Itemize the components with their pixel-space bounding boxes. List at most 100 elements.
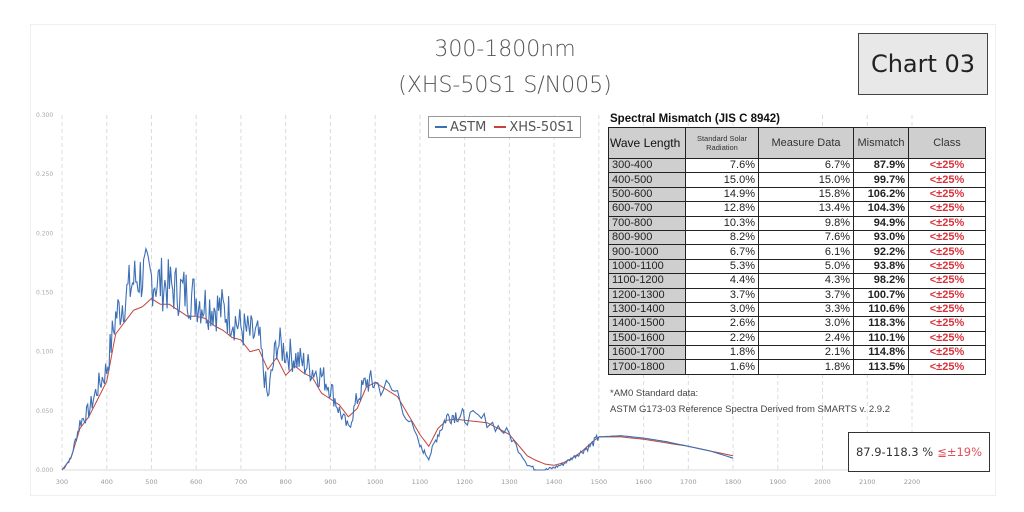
table-row: 400-500 15.0% 15.0% 99.7% <±25%: [608, 172, 986, 188]
header-wave-length: Wave Length: [608, 127, 686, 159]
cell-standard-solar: 15.0%: [685, 172, 759, 188]
cell-standard-solar: 8.2%: [685, 229, 759, 246]
y-tick-label: 0.300: [36, 112, 53, 119]
spectral-mismatch-table: Wave Length Standard Solar Radiation Mea…: [608, 127, 986, 375]
footnote-am0: *AM0 Standard data:: [610, 388, 699, 399]
cell-mismatch: 94.9%: [853, 215, 909, 231]
mismatch-table-title: Spectral Mismatch (JIS C 8942): [610, 113, 781, 125]
x-tick-label: 1000: [367, 478, 384, 486]
x-tick-label: 1900: [770, 478, 787, 486]
table-row: 500-600 14.9% 15.8% 106.2% <±25%: [608, 186, 986, 203]
cell-measure-data: 7.6%: [758, 229, 854, 246]
astm-series-line: [61, 246, 734, 471]
cell-mismatch: 110.1%: [853, 330, 909, 347]
cell-mismatch: 106.2%: [853, 186, 909, 203]
x-tick-label: 1100: [412, 478, 429, 486]
y-tick-label: 0.050: [36, 408, 53, 415]
summary-class: ≦±19%: [937, 445, 983, 459]
cell-measure-data: 9.8%: [758, 215, 854, 231]
header-mismatch: Mismatch: [853, 127, 909, 159]
y-tick-label: 0.000: [36, 467, 53, 474]
x-tick-label: 1600: [635, 478, 652, 486]
cell-mismatch: 118.3%: [853, 316, 909, 332]
cell-measure-data: 3.7%: [758, 287, 854, 303]
cell-class: <±25%: [908, 186, 986, 203]
cell-mismatch: 87.9%: [853, 157, 909, 174]
cell-class: <±25%: [908, 345, 986, 361]
x-tick-label: 1800: [725, 478, 742, 486]
cell-class: <±25%: [908, 229, 986, 246]
cell-wave-length: 1400-1500: [608, 316, 686, 332]
cell-measure-data: 1.8%: [758, 359, 854, 375]
legend-item-xhs: XHS-50S1: [494, 120, 574, 135]
cell-wave-length: 1000-1100: [608, 258, 686, 275]
cell-class: <±25%: [908, 244, 986, 260]
cell-wave-length: 1600-1700: [608, 345, 686, 361]
summary-box: 87.9-118.3 % ≦±19%: [848, 432, 990, 472]
chart-title-line2: (XHS-50S1 S/N005): [398, 73, 612, 98]
cell-standard-solar: 5.3%: [685, 258, 759, 275]
cell-measure-data: 4.3%: [758, 273, 854, 289]
y-tick-label: 0.200: [36, 230, 53, 237]
x-tick-label: 600: [190, 478, 202, 486]
chart-legend: ASTM XHS-50S1: [428, 116, 582, 138]
table-row: 700-800 10.3% 9.8% 94.9% <±25%: [608, 215, 986, 231]
legend-label-astm: ASTM: [450, 119, 487, 135]
table-row: 1400-1500 2.6% 3.0% 118.3% <±25%: [608, 316, 986, 332]
table-row: 1200-1300 3.7% 3.7% 100.7% <±25%: [608, 287, 986, 303]
table-header-row: Wave Length Standard Solar Radiation Mea…: [608, 127, 986, 159]
cell-class: <±25%: [908, 258, 986, 275]
cell-measure-data: 6.7%: [758, 157, 854, 174]
header-standard-solar-radiation: Standard Solar Radiation: [685, 127, 759, 159]
cell-wave-length: 400-500: [608, 172, 686, 188]
table-row: 800-900 8.2% 7.6% 93.0% <±25%: [608, 229, 986, 246]
cell-measure-data: 15.0%: [758, 172, 854, 188]
cell-standard-solar: 12.8%: [685, 201, 759, 217]
cell-mismatch: 99.7%: [853, 172, 909, 188]
cell-wave-length: 1700-1800: [608, 359, 686, 375]
cell-standard-solar: 6.7%: [685, 244, 759, 260]
cell-wave-length: 900-1000: [608, 244, 686, 260]
table-row: 900-1000 6.7% 6.1% 92.2% <±25%: [608, 244, 986, 260]
x-tick-label: 1500: [591, 478, 608, 486]
table-row: 1000-1100 5.3% 5.0% 93.8% <±25%: [608, 258, 986, 275]
cell-wave-length: 700-800: [608, 215, 686, 231]
table-row: 600-700 12.8% 13.4% 104.3% <±25%: [608, 201, 986, 217]
cell-mismatch: 100.7%: [853, 287, 909, 303]
x-tick-label: 400: [101, 478, 113, 486]
cell-class: <±25%: [908, 287, 986, 303]
xhs-line-swatch-icon: [494, 126, 507, 128]
chart-number-badge: Chart 03: [858, 33, 988, 95]
cell-standard-solar: 4.4%: [685, 273, 759, 289]
cell-wave-length: 800-900: [608, 229, 686, 246]
cell-standard-solar: 1.8%: [685, 345, 759, 361]
cell-standard-solar: 3.0%: [685, 301, 759, 318]
cell-standard-solar: 14.9%: [685, 186, 759, 203]
x-tick-label: 300: [56, 478, 68, 486]
cell-measure-data: 5.0%: [758, 258, 854, 275]
table-row: 1600-1700 1.8% 2.1% 114.8% <±25%: [608, 345, 986, 361]
cell-wave-length: 1100-1200: [608, 273, 686, 289]
cell-class: <±25%: [908, 172, 986, 188]
x-tick-label: 2200: [904, 478, 921, 486]
cell-measure-data: 3.0%: [758, 316, 854, 332]
cell-wave-length: 500-600: [608, 186, 686, 203]
x-tick-label: 500: [145, 478, 157, 486]
cell-measure-data: 13.4%: [758, 201, 854, 217]
cell-class: <±25%: [908, 316, 986, 332]
cell-mismatch: 113.5%: [853, 359, 909, 375]
cell-class: <±25%: [908, 215, 986, 231]
y-tick-label: 0.100: [36, 349, 53, 356]
cell-mismatch: 98.2%: [853, 273, 909, 289]
x-tick-label: 1300: [501, 478, 518, 486]
cell-mismatch: 93.8%: [853, 258, 909, 275]
x-tick-label: 2100: [859, 478, 876, 486]
x-tick-label: 1200: [456, 478, 473, 486]
cell-standard-solar: 2.6%: [685, 316, 759, 332]
x-tick-label: 2000: [814, 478, 831, 486]
cell-standard-solar: 10.3%: [685, 215, 759, 231]
cell-wave-length: 1500-1600: [608, 330, 686, 347]
x-tick-label: 900: [324, 478, 336, 486]
cell-standard-solar: 7.6%: [685, 157, 759, 174]
header-class: Class: [908, 127, 986, 159]
